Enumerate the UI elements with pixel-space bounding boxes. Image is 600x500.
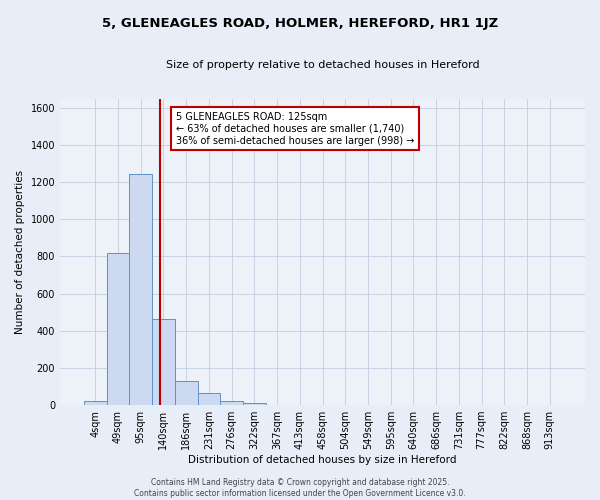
Text: 5, GLENEAGLES ROAD, HOLMER, HEREFORD, HR1 1JZ: 5, GLENEAGLES ROAD, HOLMER, HEREFORD, HR… — [102, 18, 498, 30]
Bar — [130, 174, 152, 405]
Bar — [197, 393, 220, 405]
Bar — [107, 252, 130, 405]
Bar — [175, 382, 197, 405]
Y-axis label: Number of detached properties: Number of detached properties — [15, 170, 25, 334]
Text: 5 GLENEAGLES ROAD: 125sqm
← 63% of detached houses are smaller (1,740)
36% of se: 5 GLENEAGLES ROAD: 125sqm ← 63% of detac… — [176, 112, 414, 146]
Title: Size of property relative to detached houses in Hereford: Size of property relative to detached ho… — [166, 60, 479, 70]
Bar — [152, 318, 175, 405]
Text: Contains HM Land Registry data © Crown copyright and database right 2025.
Contai: Contains HM Land Registry data © Crown c… — [134, 478, 466, 498]
Bar — [220, 402, 243, 405]
X-axis label: Distribution of detached houses by size in Hereford: Distribution of detached houses by size … — [188, 455, 457, 465]
Bar — [243, 403, 266, 405]
Bar — [84, 402, 107, 405]
